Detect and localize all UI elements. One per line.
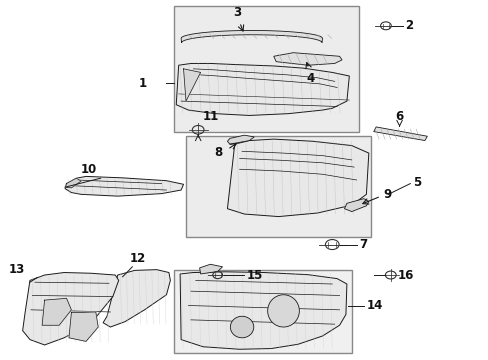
Polygon shape xyxy=(181,31,322,42)
Text: 5: 5 xyxy=(412,176,420,189)
Polygon shape xyxy=(183,69,200,101)
Text: 4: 4 xyxy=(305,72,314,85)
Polygon shape xyxy=(344,199,368,212)
Bar xyxy=(185,136,370,237)
Text: 10: 10 xyxy=(80,163,97,176)
Bar xyxy=(173,270,351,353)
Polygon shape xyxy=(180,272,346,349)
Text: 16: 16 xyxy=(397,269,414,282)
Text: 11: 11 xyxy=(203,110,219,123)
Ellipse shape xyxy=(230,316,253,338)
Text: 15: 15 xyxy=(246,269,263,282)
Text: 1: 1 xyxy=(139,77,147,90)
Text: 14: 14 xyxy=(366,299,382,312)
Polygon shape xyxy=(176,63,348,116)
Text: 12: 12 xyxy=(130,252,146,265)
Polygon shape xyxy=(22,273,119,345)
Polygon shape xyxy=(69,312,98,341)
Polygon shape xyxy=(273,53,341,65)
Polygon shape xyxy=(42,298,71,325)
Text: 3: 3 xyxy=(233,6,241,19)
Text: 8: 8 xyxy=(214,145,222,158)
Polygon shape xyxy=(65,178,81,188)
Text: 7: 7 xyxy=(358,238,366,251)
Text: 2: 2 xyxy=(405,19,413,32)
Polygon shape xyxy=(199,264,222,274)
Text: 6: 6 xyxy=(395,110,403,123)
Ellipse shape xyxy=(267,295,299,327)
Text: 13: 13 xyxy=(9,263,25,276)
Polygon shape xyxy=(373,127,427,140)
Polygon shape xyxy=(227,135,254,144)
Text: 9: 9 xyxy=(383,188,391,201)
Polygon shape xyxy=(103,270,170,327)
Bar xyxy=(173,6,358,132)
Polygon shape xyxy=(65,176,183,196)
Polygon shape xyxy=(227,139,368,217)
